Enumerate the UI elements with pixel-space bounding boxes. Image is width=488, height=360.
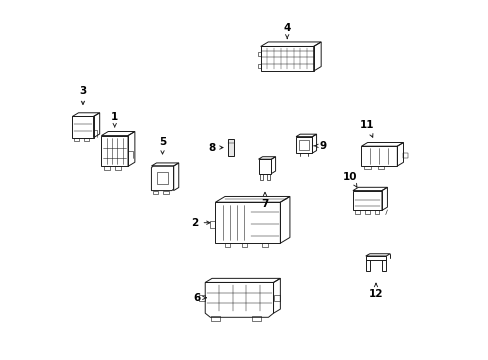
Text: 12: 12 — [368, 283, 383, 300]
Text: 11: 11 — [360, 120, 374, 137]
Text: 5: 5 — [159, 138, 166, 154]
Text: 6: 6 — [193, 293, 206, 303]
Text: 3: 3 — [79, 86, 86, 104]
Text: 9: 9 — [313, 141, 326, 151]
Text: 2: 2 — [191, 218, 209, 228]
Text: 1: 1 — [111, 112, 118, 127]
Polygon shape — [227, 139, 233, 157]
Text: 10: 10 — [343, 172, 357, 187]
Text: 4: 4 — [283, 23, 290, 39]
Text: 8: 8 — [208, 143, 223, 153]
Text: 7: 7 — [261, 192, 268, 209]
